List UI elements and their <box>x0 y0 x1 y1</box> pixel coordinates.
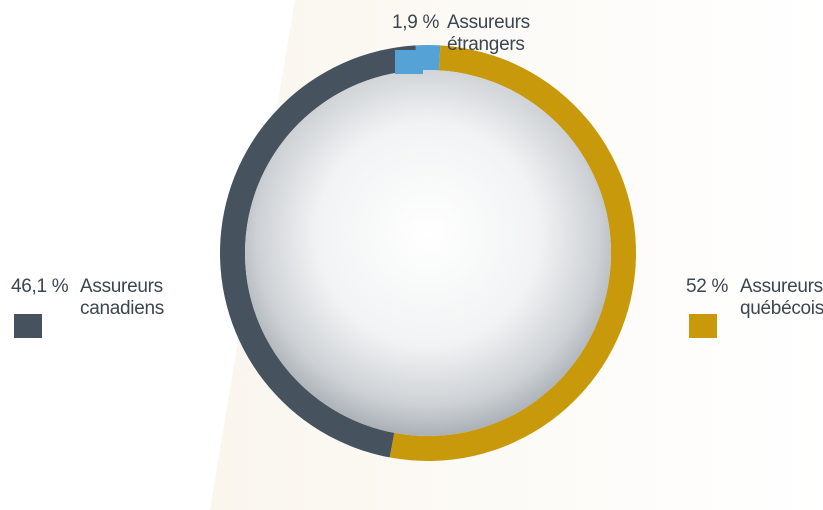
legend-foreign-label: Assureurs étrangers <box>447 12 530 55</box>
legend-quebec-label: Assureurs québécois <box>740 276 823 319</box>
legend-quebec-swatch <box>689 314 717 338</box>
legend-canada-swatch <box>14 314 42 338</box>
legend-canada-percent: 46,1 % <box>11 276 69 297</box>
slice-canada <box>219 45 418 458</box>
legend-foreign-swatch <box>395 50 423 74</box>
legend-foreign-percent: 1,9 % <box>392 12 440 33</box>
legend-quebec-percent: 52 % <box>686 276 729 297</box>
legend-canada-label: Assureurs canadiens <box>80 276 164 319</box>
donut-center <box>245 70 611 436</box>
